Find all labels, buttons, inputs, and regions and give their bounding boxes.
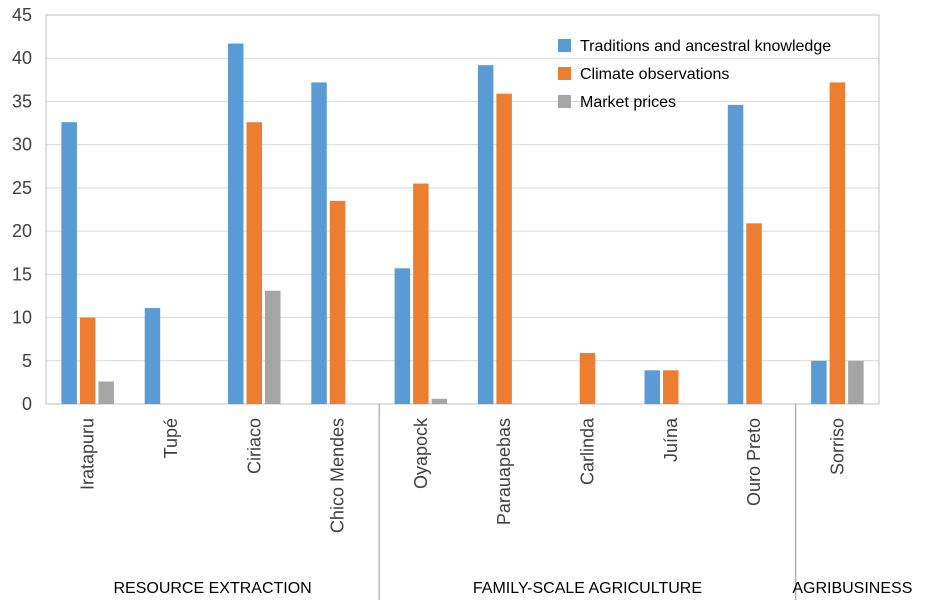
bar: [228, 43, 244, 404]
group-label: RESOURCE EXTRACTION: [113, 580, 311, 597]
bars: [61, 43, 864, 405]
x-category-label: Tupé: [161, 418, 181, 458]
bar: [811, 360, 827, 404]
legend: Traditions and ancestral knowledge Climat…: [558, 38, 831, 111]
x-category-label: Ouro Preto: [744, 418, 764, 506]
x-category-label: Sorriso: [827, 418, 847, 475]
gridlines: [46, 57, 879, 362]
bar: [829, 82, 846, 404]
group-labels: RESOURCE EXTRACTION FAMILY-SCALE AGRICULT…: [113, 580, 912, 597]
bar: [746, 223, 762, 404]
y-tick-label: 35: [12, 91, 32, 111]
bar: [311, 82, 327, 404]
x-axis-category-labels: Iratapuru Tupé Ciriaco Chico Mendes Oyapock P…: [78, 417, 848, 533]
bar: [413, 183, 429, 404]
bar: [848, 360, 864, 404]
bar: [477, 65, 494, 404]
x-category-label: Juína: [661, 417, 681, 462]
legend-label: Market prices: [580, 94, 676, 111]
plot-area-frame: [45, 14, 880, 405]
legend-swatch: [558, 39, 571, 52]
legend-swatch: [558, 67, 571, 80]
x-category-label: Carlinda: [577, 417, 597, 485]
y-tick-label: 45: [12, 5, 32, 25]
bar: [98, 381, 114, 404]
y-tick-label: 15: [12, 264, 32, 284]
bar: [644, 370, 660, 404]
y-tick-label: 0: [22, 394, 32, 414]
bar: [246, 122, 262, 405]
bar: [265, 290, 281, 404]
bar: [663, 370, 679, 404]
bar: [329, 200, 346, 404]
bar: [144, 308, 161, 404]
y-tick-label: 20: [12, 221, 32, 241]
x-category-label: Ciriaco: [244, 418, 264, 474]
x-category-label: Parauapebas: [494, 418, 514, 525]
y-tick-label: 30: [12, 135, 32, 155]
bar: [394, 268, 411, 404]
y-tick-label: 5: [22, 351, 32, 371]
y-tick-label: 40: [12, 48, 32, 68]
bar: [431, 398, 448, 404]
bar: [61, 122, 77, 405]
bar: [496, 93, 512, 405]
bar: [79, 317, 96, 404]
legend-label: Traditions and ancestral knowledge: [580, 38, 831, 55]
y-axis-ticks: 0 5 10 15 20 25 30 35 40 45: [12, 5, 32, 414]
legend-swatch: [558, 95, 571, 108]
bar: [579, 352, 596, 404]
group-label: FAMILY-SCALE AGRICULTURE: [473, 580, 702, 597]
bar: [727, 104, 744, 404]
x-category-label: Oyapock: [411, 417, 431, 489]
x-category-label: Chico Mendes: [328, 418, 348, 533]
x-category-label: Iratapuru: [78, 418, 98, 490]
y-tick-label: 10: [12, 308, 32, 328]
group-label: AGRIBUSINESS: [792, 580, 912, 597]
group-separators: [378, 404, 797, 600]
y-tick-label: 25: [12, 178, 32, 198]
legend-label: Climate observations: [580, 66, 729, 83]
